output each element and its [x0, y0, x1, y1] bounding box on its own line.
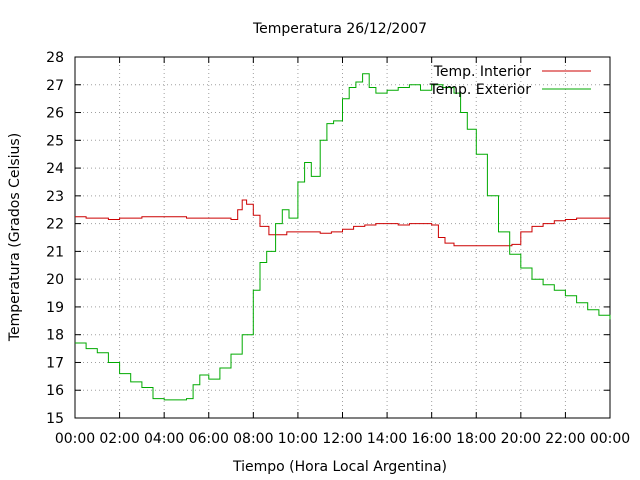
y-tick-label: 18 [46, 328, 64, 344]
x-tick-label: 08:00 [233, 431, 273, 447]
axis-ticks [74, 56, 611, 419]
chart-title: Temperatura 26/12/2007 [252, 21, 427, 37]
x-tick-label: 20:00 [501, 431, 541, 447]
y-tick-label: 22 [46, 217, 64, 233]
x-tick-label: 10:00 [278, 431, 318, 447]
y-tick-labels: 15 16 17 18 19 20 21 22 23 24 25 26 27 28 [46, 50, 64, 427]
y-tick-label: 28 [46, 50, 64, 66]
x-tick-label: 00:00 [55, 431, 95, 447]
y-tick-label: 20 [46, 272, 64, 288]
series-lines [75, 73, 611, 401]
x-tick-label: 22:00 [545, 431, 585, 447]
y-tick-label: 26 [46, 106, 64, 122]
legend: Temp. Interior Temp. Exterior [429, 64, 591, 98]
legend-label-exterior: Temp. Exterior [429, 82, 532, 98]
x-tick-label: 06:00 [189, 431, 229, 447]
y-tick-label: 15 [46, 411, 64, 427]
y-tick-label: 25 [46, 133, 64, 149]
series-line-exterior [75, 73, 611, 401]
y-tick-label: 16 [46, 383, 64, 399]
y-tick-label: 19 [46, 300, 64, 316]
legend-label-interior: Temp. Interior [433, 64, 532, 80]
y-tick-label: 24 [46, 161, 64, 177]
y-axis-label: Temperatura (Grados Celsius) [7, 133, 23, 342]
x-tick-label: 00:00 [590, 431, 630, 447]
x-tick-label: 14:00 [367, 431, 407, 447]
x-tick-label: 02:00 [99, 431, 139, 447]
x-tick-label: 18:00 [456, 431, 496, 447]
x-axis-label: Tiempo (Hora Local Argentina) [232, 459, 447, 475]
y-tick-label: 23 [46, 189, 64, 205]
y-tick-label: 21 [46, 244, 64, 260]
y-tick-label: 27 [46, 78, 64, 94]
x-tick-labels: 00:00 02:00 04:00 06:00 08:00 10:00 12:00 14:00… [55, 431, 630, 447]
series-line-interior [75, 199, 610, 247]
y-tick-label: 17 [46, 355, 64, 371]
x-tick-label: 12:00 [322, 431, 362, 447]
x-tick-label: 04:00 [144, 431, 184, 447]
x-tick-label: 16:00 [411, 431, 451, 447]
